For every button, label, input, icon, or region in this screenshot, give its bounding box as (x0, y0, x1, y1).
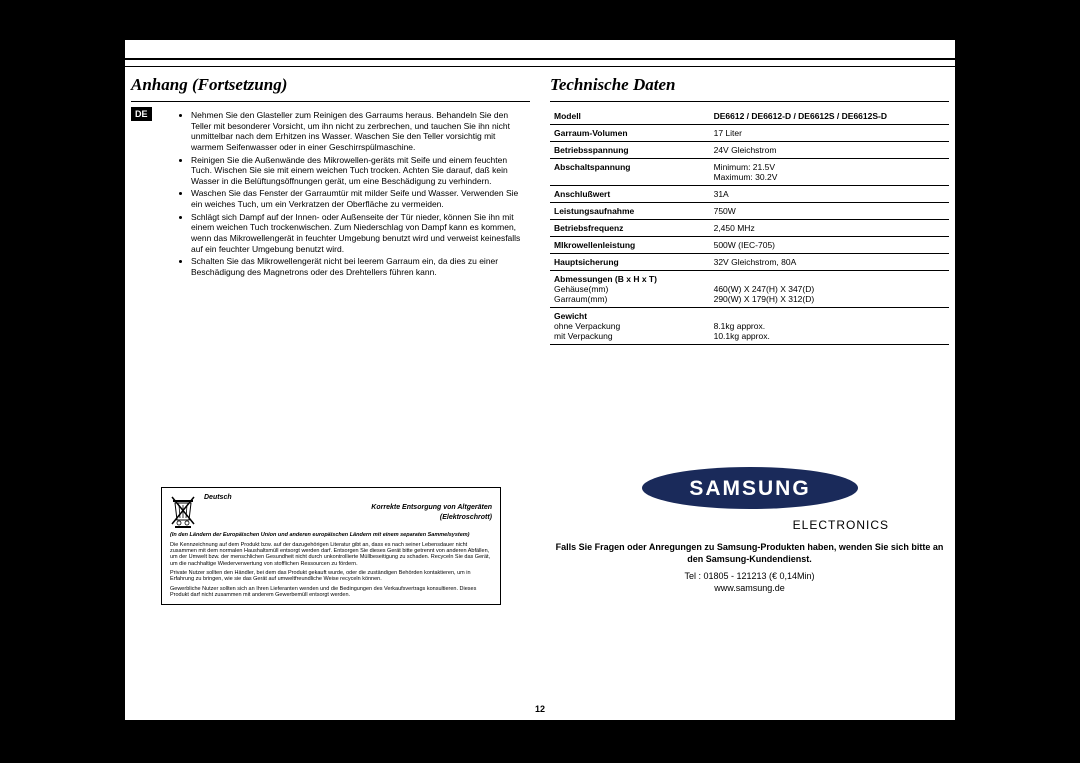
binding-dots (107, 180, 112, 455)
spec-row: Betriebsspannung24V Gleichstrom (550, 142, 949, 159)
disposal-region: (In den Ländern der Europäischen Union u… (170, 532, 492, 538)
spec-row: MIkrowellenleistung500W (IEC-705) (550, 237, 949, 254)
spec-row: ModellDE6612 / DE6612-D / DE6612S / DE66… (550, 108, 949, 125)
spec-row: Hauptsicherung32V Gleichstrom, 80A (550, 254, 949, 271)
electronics-label: ELECTRONICS (550, 518, 949, 532)
right-heading: Technische Daten (550, 75, 949, 95)
right-column: Technische Daten ModellDE6612 / DE6612-D… (550, 71, 949, 605)
appendix-bullets: Nehmen Sie den Glasteller zum Reinigen d… (177, 110, 530, 277)
brand-logo-block: SAMSUNG ELECTRONICS (550, 465, 949, 532)
left-column: Anhang (Fortsetzung) DE Nehmen Sie den G… (131, 71, 530, 605)
disposal-title-2: (Elektroschrott) (204, 514, 492, 522)
disposal-body-2: Private Nutzer sollten den Händler, bei … (170, 570, 492, 583)
disposal-notice-box: Deutsch Korrekte Entsorgung von Altgerät… (161, 487, 501, 605)
spec-row: Garraum-Volumen17 Liter (550, 125, 949, 142)
spec-row: Leistungsaufnahme750W (550, 203, 949, 220)
disposal-title-1: Korrekte Entsorgung von Altgeräten (204, 504, 492, 512)
disposal-body-1: Die Kennzeichnung auf dem Produkt bzw. a… (170, 542, 492, 567)
appendix-bullet: Nehmen Sie den Glasteller zum Reinigen d… (191, 110, 530, 153)
page-number: 12 (535, 704, 545, 714)
spec-row: AbschaltspannungMinimum: 21.5V Maximum: … (550, 159, 949, 186)
contact-prompt: Falls Sie Fragen oder Anregungen zu Sams… (550, 542, 949, 565)
language-badge: DE (131, 107, 152, 121)
appendix-bullet: Schlägt sich Dampf auf der Innen- oder A… (191, 212, 530, 255)
appendix-bullet: Schalten Sie das Mikrowellengerät nicht … (191, 256, 530, 277)
disposal-lang: Deutsch (204, 494, 492, 502)
spec-row: Anschlußwert31A (550, 186, 949, 203)
disposal-body-3: Gewerbliche Nutzer sollten sich an Ihren… (170, 586, 492, 599)
appendix-bullet: Waschen Sie das Fenster der Garraumtür m… (191, 188, 530, 209)
manual-page: Anhang (Fortsetzung) DE Nehmen Sie den G… (125, 40, 955, 720)
spec-row: Gewichtohne Verpackungmit Verpackung8.1k… (550, 308, 949, 345)
samsung-logo: SAMSUNG (640, 465, 860, 511)
spec-row: Abmessungen (B x H x T)Gehäuse(mm)Garrau… (550, 271, 949, 308)
spec-row: Betriebsfrequenz2,450 MHz (550, 220, 949, 237)
contact-url: www.samsung.de (550, 583, 949, 595)
specs-table: ModellDE6612 / DE6612-D / DE6612S / DE66… (550, 108, 949, 345)
weee-bin-icon (170, 494, 196, 528)
contact-tel: Tel : 01805 - 121213 (€ 0,14Min) (550, 571, 949, 583)
left-heading: Anhang (Fortsetzung) (131, 75, 530, 95)
appendix-bullet: Reinigen Sie die Außenwände des Mikrowel… (191, 155, 530, 187)
svg-text:SAMSUNG: SAMSUNG (689, 477, 810, 500)
